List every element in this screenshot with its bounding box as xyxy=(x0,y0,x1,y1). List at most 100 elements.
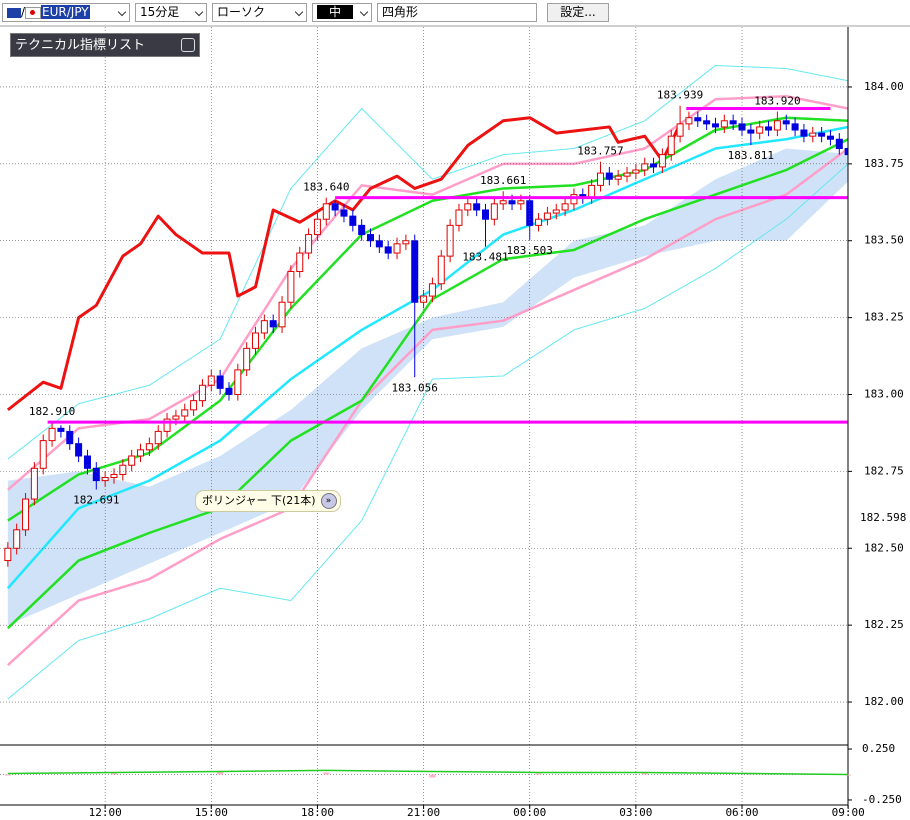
candle-body xyxy=(570,194,578,205)
candle-body xyxy=(596,172,604,186)
settings-button[interactable]: 設定... xyxy=(547,3,609,22)
indicator-line xyxy=(7,147,848,667)
candle-body xyxy=(137,449,145,457)
candle-body xyxy=(535,218,543,226)
candle-body xyxy=(641,163,649,171)
indicator-line xyxy=(7,64,848,460)
y-tick-label: 182.75 xyxy=(864,464,904,477)
candle-body xyxy=(543,212,551,220)
y-tick-label: 183.25 xyxy=(864,311,904,324)
candle-body xyxy=(411,240,419,303)
price-annotation: 183.503 xyxy=(507,244,553,257)
x-tick-label: 06:00 xyxy=(725,806,758,819)
candle-body xyxy=(322,203,330,220)
line-width-select[interactable]: 中 xyxy=(312,3,372,22)
indicator-panel-title: テクニカル指標リスト xyxy=(15,38,146,53)
price-annotation: 183.056 xyxy=(392,381,438,394)
indicator-line xyxy=(7,94,848,491)
sub-y-tick-label: -0.250 xyxy=(862,793,902,806)
drawing-tool-name: 四角形 xyxy=(382,5,419,19)
candle-body xyxy=(57,427,65,432)
candle-body xyxy=(48,427,56,442)
x-tick-label: 18:00 xyxy=(301,806,334,819)
candle-body xyxy=(110,473,118,479)
candle-body xyxy=(331,203,339,211)
candle-body xyxy=(13,529,21,549)
candle-body xyxy=(384,246,392,254)
candle-body xyxy=(181,409,189,417)
candle-body xyxy=(128,455,136,466)
y-tick-label: 183.50 xyxy=(864,234,904,247)
candle-body xyxy=(358,224,366,236)
candle-body xyxy=(729,120,737,125)
price-annotation: 182.910 xyxy=(29,405,75,418)
candle-body xyxy=(508,200,516,205)
candle-body xyxy=(145,443,153,451)
candle-body xyxy=(623,172,631,177)
candle-body xyxy=(800,129,808,137)
sub-bar xyxy=(217,771,224,775)
indicator-panel[interactable]: テクニカル指標リスト xyxy=(10,33,200,57)
sub-bar xyxy=(845,774,852,776)
candle-body xyxy=(172,415,180,420)
candle-body xyxy=(154,430,162,445)
settings-label: 設定... xyxy=(560,5,596,19)
chart-style-select[interactable]: ローソク xyxy=(212,3,307,22)
candle-body xyxy=(561,203,569,211)
candle-body xyxy=(216,375,224,389)
candle-body xyxy=(703,120,711,125)
candle-body xyxy=(658,154,666,168)
timeframe-select[interactable]: 15分足 xyxy=(135,3,207,22)
candle-body xyxy=(269,320,277,328)
candle-body xyxy=(720,120,728,128)
indicator-line xyxy=(7,163,848,700)
panel-icon[interactable] xyxy=(181,38,195,52)
candle-body xyxy=(30,467,38,500)
sub-line xyxy=(7,769,849,776)
candle-body xyxy=(243,347,251,371)
candle-body xyxy=(278,301,286,328)
drawing-tool[interactable]: 四角形 xyxy=(377,3,537,22)
sub-bar xyxy=(4,774,11,776)
price-annotation: 183.811 xyxy=(728,149,774,162)
candle-body xyxy=(39,440,47,469)
y-tick-label: 182.00 xyxy=(864,695,904,708)
x-tick-label: 21:00 xyxy=(407,806,440,819)
candle-body xyxy=(190,400,198,411)
candle-body xyxy=(402,240,410,245)
chart-style: ローソク xyxy=(217,5,266,19)
y-tick-label: 182.25 xyxy=(864,618,904,631)
candle-body xyxy=(818,132,826,137)
candle-body xyxy=(826,135,834,140)
candle-body xyxy=(305,234,313,254)
candle-body xyxy=(844,147,848,156)
price-marker-label: 182.598 xyxy=(860,511,906,524)
candle-body xyxy=(428,283,436,297)
candle-body xyxy=(393,243,401,254)
price-annotation: 182.691 xyxy=(73,494,119,507)
candle-body xyxy=(313,218,321,236)
symbol: EUR/JPY xyxy=(41,5,90,19)
candle-body xyxy=(614,175,622,180)
line-width: 中 xyxy=(317,5,354,19)
candle-body xyxy=(437,255,445,285)
price-annotation: 183.757 xyxy=(577,145,623,158)
candle-body xyxy=(552,209,560,214)
price-annotation: 183.661 xyxy=(480,174,526,187)
sub-y-tick-label: 0.250 xyxy=(862,742,895,755)
jp-flag xyxy=(25,6,42,19)
candle-body xyxy=(782,120,790,125)
sub-bar xyxy=(323,772,330,775)
tooltip-expand[interactable]: » xyxy=(320,493,337,509)
x-tick-label: 09:00 xyxy=(832,806,865,819)
tooltip: ボリンジャー 下(21本) » xyxy=(195,490,341,512)
sub-bar xyxy=(535,773,542,775)
candle-body xyxy=(287,270,295,303)
symbol-select[interactable]: / EUR/JPY xyxy=(2,3,130,22)
candle-body xyxy=(473,203,481,211)
candle-body xyxy=(747,129,755,134)
candle-body xyxy=(83,455,91,469)
